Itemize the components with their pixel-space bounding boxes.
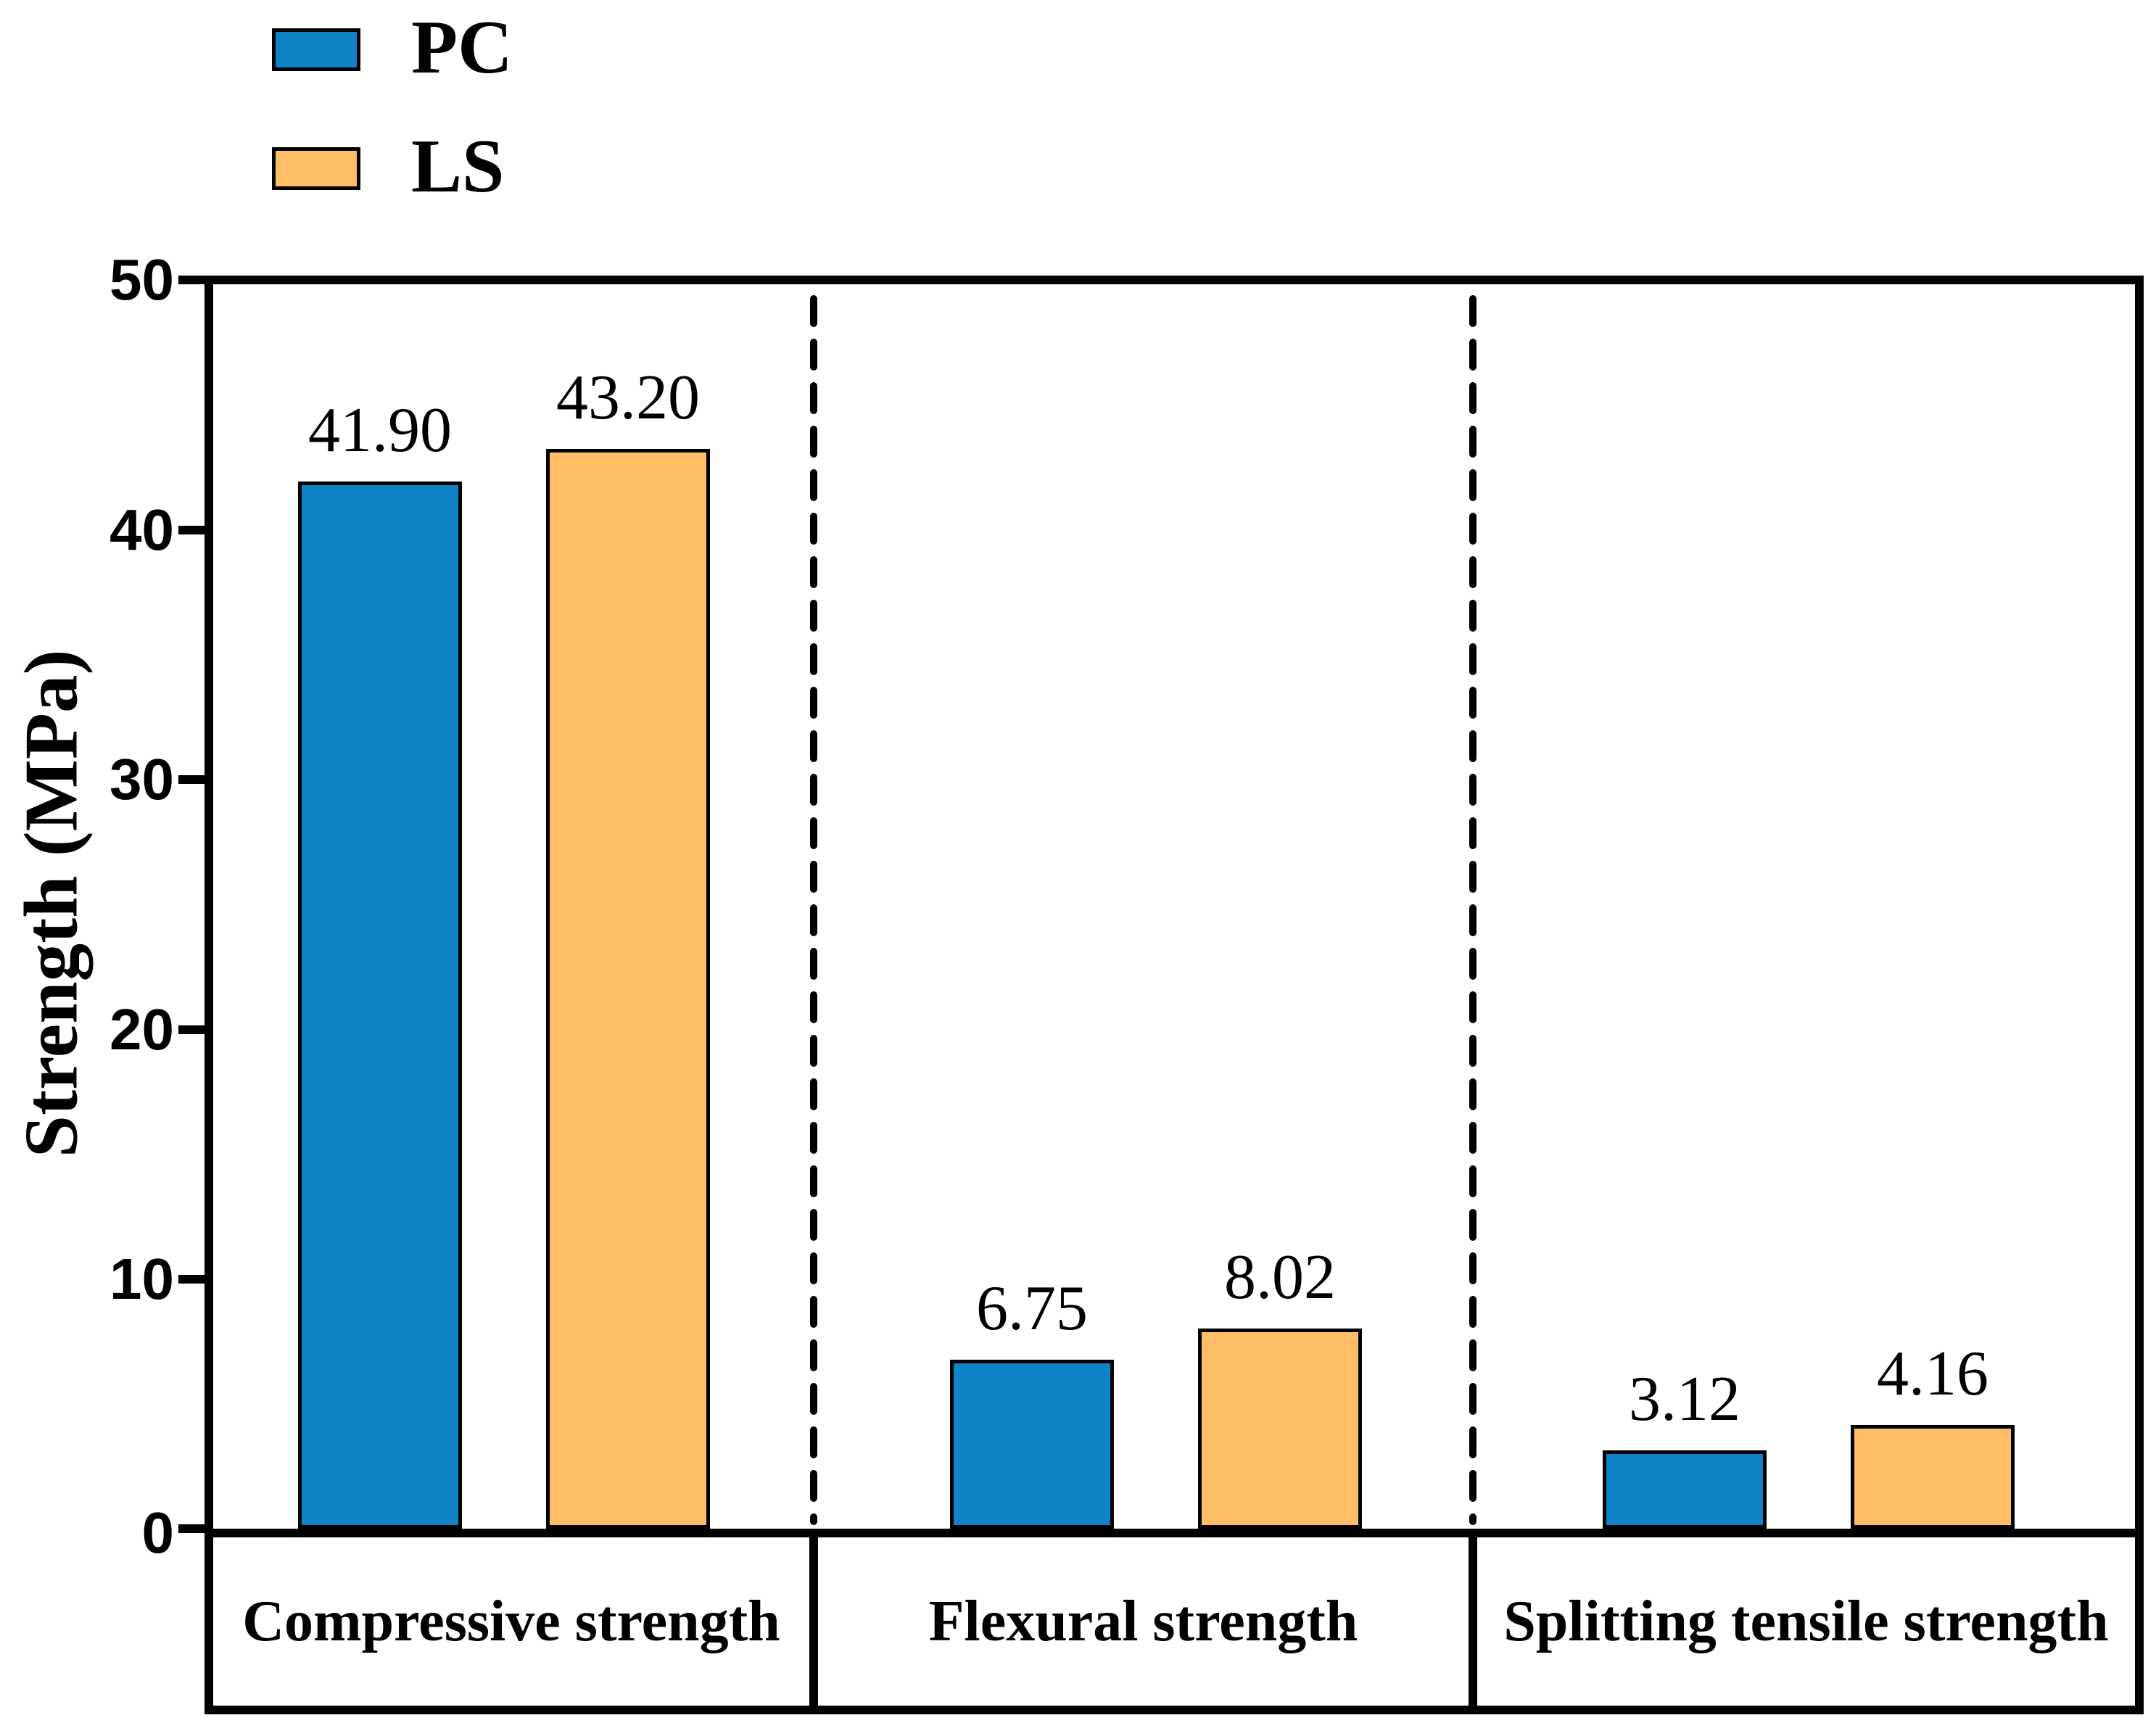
y-tick-mark-0: [178, 1524, 205, 1533]
bar-pc-compressive: [298, 482, 462, 1529]
legend-swatch-ls-icon: [272, 147, 360, 190]
bar-pc-splitting: [1603, 1450, 1767, 1529]
category-label-splitting: Splitting tensile strength: [1503, 1590, 2109, 1653]
bar-value-label-ls-flexural: 8.02: [1224, 1242, 1336, 1313]
legend-label-ls: LS: [411, 123, 505, 208]
y-tick-label-30: 30: [110, 747, 174, 811]
y-tick-mark-20: [178, 1025, 205, 1034]
category-label-flexural: Flexural strength: [928, 1590, 1358, 1653]
y-tick-mark-30: [178, 775, 205, 784]
bar-pc-flexural: [950, 1360, 1114, 1529]
y-tick-label-40: 40: [110, 497, 174, 562]
y-tick-mark-40: [178, 526, 205, 534]
bar-value-label-pc-splitting: 3.12: [1629, 1364, 1740, 1434]
bar-value-label-pc-compressive: 41.90: [308, 395, 452, 466]
bar-value-label-pc-flexural: 6.75: [976, 1273, 1088, 1344]
category-label-compressive: Compressive strength: [242, 1590, 780, 1653]
y-tick-mark-50: [178, 276, 205, 284]
y-tick-label-50: 50: [110, 247, 174, 312]
bar-ls-compressive: [546, 449, 710, 1529]
legend-swatch-pc-icon: [272, 28, 360, 71]
bar-ls-splitting: [1851, 1425, 2015, 1529]
y-tick-label-0: 0: [141, 1500, 175, 1565]
category-box-divider-1: [809, 1529, 818, 1714]
y-tick-mark-10: [178, 1275, 205, 1284]
y-tick-label-20: 20: [110, 997, 174, 1062]
legend-label-pc: PC: [411, 4, 513, 89]
bar-value-label-ls-splitting: 4.16: [1877, 1339, 1988, 1409]
bar-value-label-ls-compressive: 43.20: [556, 363, 700, 433]
plot-frame: [205, 276, 2144, 1537]
category-box-divider-2: [1469, 1529, 1477, 1714]
bar-ls-flexural: [1198, 1329, 1362, 1529]
category-box-row: [205, 1529, 2144, 1714]
y-tick-label-10: 10: [110, 1247, 174, 1311]
